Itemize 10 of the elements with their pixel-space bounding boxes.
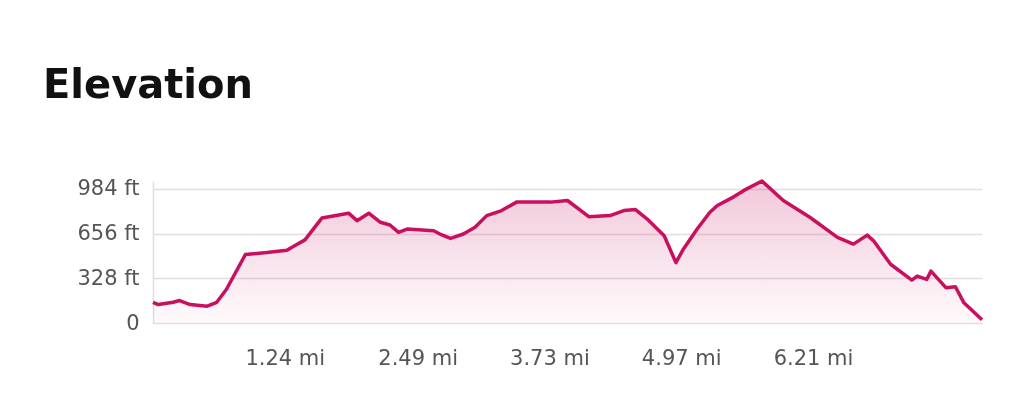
y-tick-label: 656 ft: [77, 221, 140, 246]
x-tick-label: 1.24 mi: [245, 345, 326, 370]
y-tick-label: 328 ft: [77, 265, 140, 290]
y-tick-label: 984 ft: [77, 176, 140, 201]
x-tick-label: 4.97 mi: [641, 345, 722, 370]
x-tick-label: 2.49 mi: [378, 345, 459, 370]
x-tick-label: 3.73 mi: [510, 345, 590, 370]
chart-title: Elevation: [43, 60, 254, 107]
y-tick-label: 0: [126, 310, 140, 335]
x-tick-label: 6.21 mi: [773, 345, 854, 370]
